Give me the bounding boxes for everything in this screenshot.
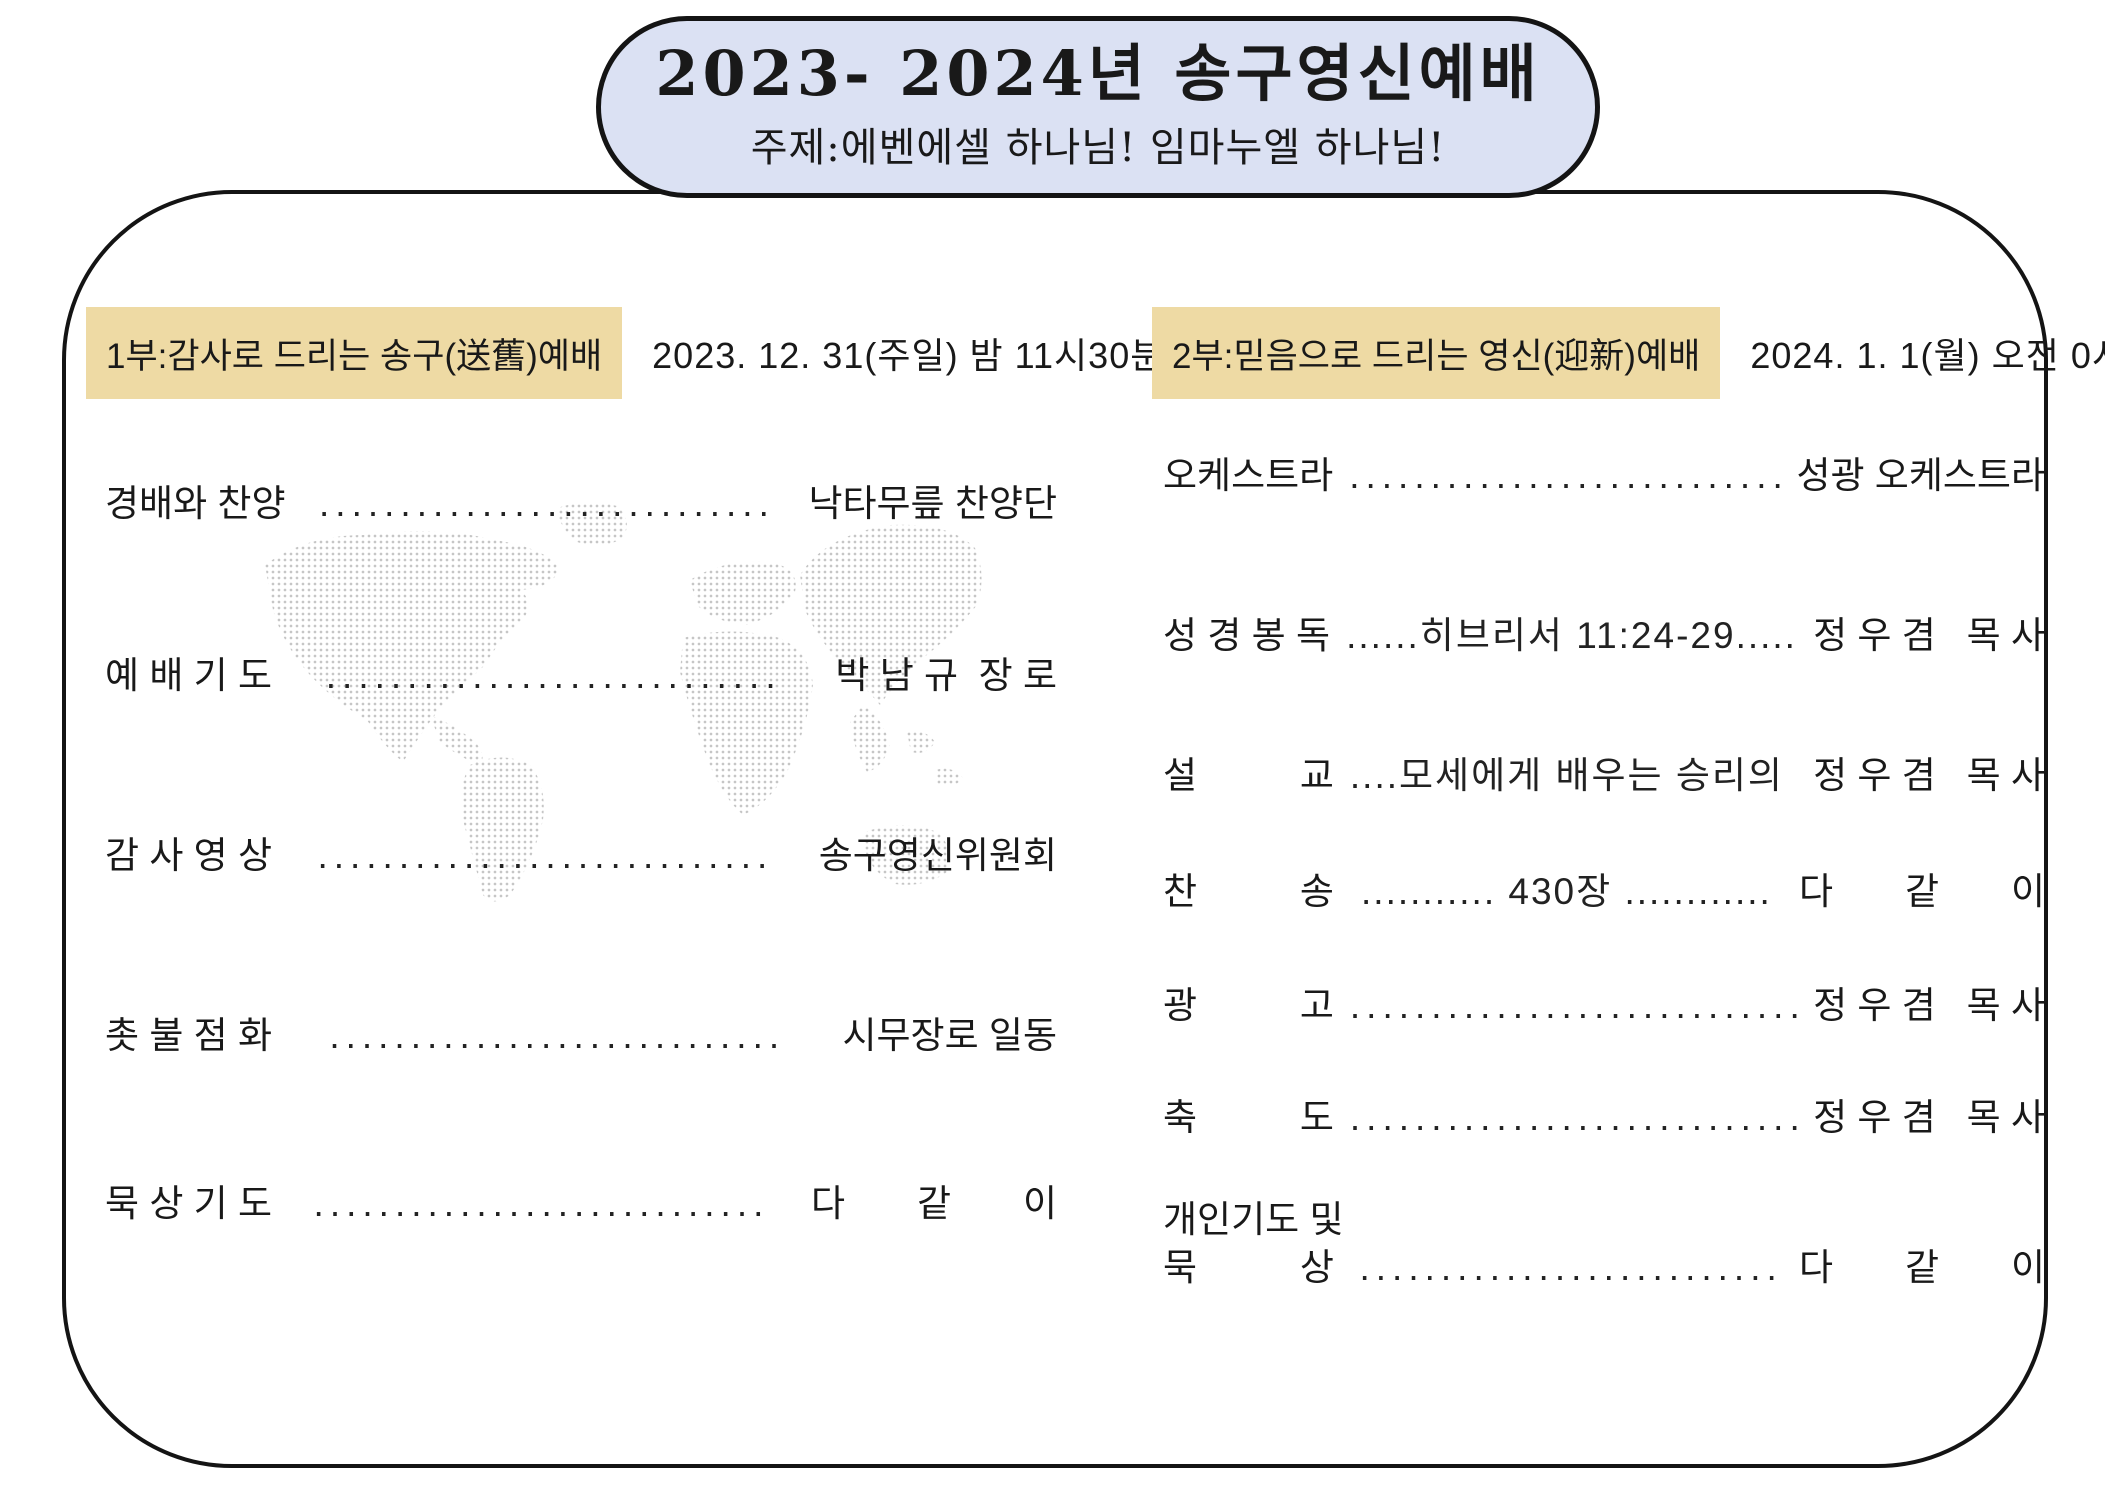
row-label: 성 경 봉 독	[1163, 615, 1330, 656]
row-value: 정 우 겸 목 사	[1813, 755, 2045, 796]
program-row: 묵 상 기 도 ............................ 다 같…	[105, 1180, 1057, 1228]
row-value: 시무장로 일동	[842, 1015, 1057, 1056]
page-title: 2023- 2024년 송구영신예배	[655, 37, 1541, 111]
program-row: 촛 불 점 화 ............................ 시무장…	[105, 1012, 1057, 1060]
row-leader: ............................	[329, 1015, 786, 1056]
row-leader: ............................	[1349, 985, 1798, 1026]
program-row: 감 사 영 상 ............................ 송구영…	[105, 832, 1057, 880]
row-value: 다 같 이	[1798, 1247, 2045, 1288]
program-row: 성 경 봉 독 ......히브리서 11:24-29..... 정 우 겸 목…	[1163, 612, 2045, 660]
part1-heading-badge: 1부:감사로 드리는 송구(送舊)예배	[86, 307, 623, 399]
row-label: 축 도	[1163, 1097, 1334, 1138]
program-row: 광 고 ............................ 정 우 겸 목…	[1163, 982, 2045, 1030]
program-row: 설 교 ....모세에게 배우는 승리의 삶.... 정 우 겸 목 사	[1163, 752, 2045, 800]
program-row: 찬 송 ........... 430장 ............ 다 같 이	[1163, 868, 2045, 916]
part1-header: 1부:감사로 드리는 송구(送舊)예배 2023. 12. 31(주일) 밤 1…	[86, 307, 1164, 399]
row-value: 정 우 겸 목 사	[1813, 1097, 2045, 1138]
row-value: 다 같 이	[1798, 871, 2045, 912]
program-row: 축 도 ............................ 정 우 겸 목…	[1163, 1094, 2045, 1142]
row-label: 개인기도 및 묵 상	[1163, 1199, 1344, 1288]
row-label: 설 교	[1163, 755, 1334, 796]
row-leader: ............................	[325, 655, 782, 696]
title-banner: 2023- 2024년 송구영신예배 주제:에벤에셀 하나님! 임마누엘 하나님…	[596, 16, 1600, 198]
part2-datetime: 2024. 1. 1(월) 오전 0시	[1750, 335, 2105, 376]
program-row: 오케스트라 ............................ 성광 오케…	[1163, 452, 2045, 500]
row-leader: ............................	[317, 835, 774, 876]
row-value: 송구영신위원회	[818, 835, 1057, 876]
part1-datetime: 2023. 12. 31(주일) 밤 11시30분	[652, 335, 1165, 376]
row-value: 박 남 규 장 로	[835, 655, 1057, 696]
world-map-background	[235, 480, 985, 910]
row-leader: ............................	[1349, 455, 1781, 496]
row-leader: ....모세에게 배우는 승리의 삶....	[1349, 755, 1797, 796]
program-row: 경배와 찬양 ............................ 낙타무릎…	[105, 480, 1057, 528]
row-value: 성광 오케스트라	[1796, 455, 2045, 496]
row-label: 경배와 찬양	[105, 483, 286, 524]
row-label: 오케스트라	[1163, 455, 1334, 496]
row-leader: ............................	[313, 1183, 770, 1224]
row-label: 광 고	[1163, 985, 1334, 1026]
row-value: 다 같 이	[810, 1183, 1057, 1224]
row-leader: ............................	[1359, 1247, 1783, 1288]
row-label: 촛 불 점 화	[105, 1015, 272, 1056]
program-row: 예 배 기 도 ............................ 박 남…	[105, 652, 1057, 700]
row-label: 감 사 영 상	[105, 835, 272, 876]
world-map-icon	[265, 502, 982, 902]
row-leader: ........... 430장 ............	[1361, 871, 1772, 912]
program-row: 개인기도 및 묵 상 ............................ …	[1163, 1196, 2045, 1292]
row-leader: ......히브리서 11:24-29.....	[1346, 615, 1797, 656]
part2-heading-badge: 2부:믿음으로 드리는 영신(迎新)예배	[1152, 307, 1721, 399]
row-label: 예 배 기 도	[105, 655, 272, 696]
row-leader: ............................	[1349, 1097, 1798, 1138]
row-value: 정 우 겸 목 사	[1813, 615, 2045, 656]
row-leader: ............................	[319, 483, 775, 524]
page-subtitle: 주제:에벤에셀 하나님! 임마누엘 하나님!	[750, 124, 1446, 171]
row-label: 찬 송	[1163, 871, 1334, 912]
row-label: 묵 상 기 도	[105, 1183, 272, 1224]
row-value: 정 우 겸 목 사	[1813, 985, 2045, 1026]
part2-header: 2부:믿음으로 드리는 영신(迎新)예배 2024. 1. 1(월) 오전 0시	[1152, 307, 2105, 399]
row-value: 낙타무릎 찬양단	[808, 483, 1057, 524]
